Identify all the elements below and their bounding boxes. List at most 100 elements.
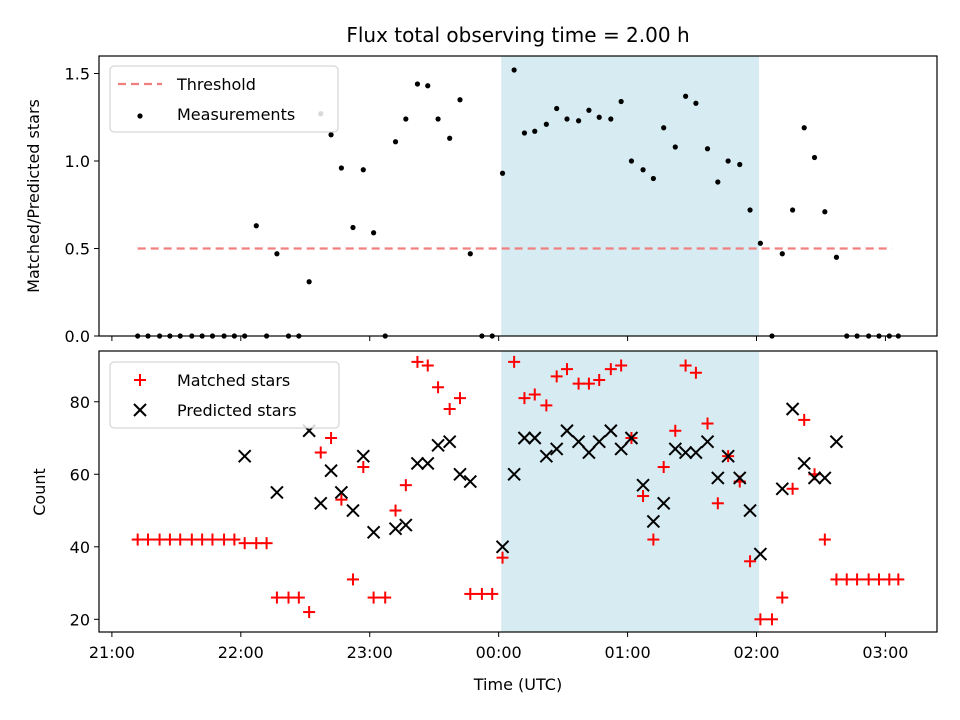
predicted-point [399,518,413,532]
bottom-panel: 20 40 60 80 21:00 22:00 23:00 00:00 01:00 02:00 03… [30,350,938,694]
measurement-point [392,139,399,145]
predicted-point [785,402,800,416]
measurement-point [414,81,421,87]
matched-point [185,533,198,546]
measurement-point [683,93,689,99]
matched-point [206,533,219,546]
measurement-point [306,279,312,285]
matched-point [679,359,692,372]
predicted-point [507,467,521,481]
predicted-point [453,467,467,481]
matched-point [754,613,767,626]
measurement-point [693,100,699,106]
measurement-point [350,224,356,231]
bottom-legend-box [109,361,340,429]
legend-matched-swatch [134,374,146,386]
predicted-point [356,449,370,463]
matched-point [486,587,499,600]
predicted-point [270,485,284,500]
predicted-point [463,474,478,489]
measurement-point [328,132,334,138]
measurement-point [822,209,828,215]
matched-point [196,533,209,546]
measurement-point [543,121,549,127]
measurement-point [640,167,646,173]
matched-point [582,377,595,390]
top-shaded-interval [501,56,760,336]
bottom-predicted-points [237,402,844,561]
top-y-tick-label: 1.0 [65,152,90,171]
predicted-point [560,424,574,438]
measurement-point [564,116,570,122]
matched-point [657,461,670,474]
measurement-point [801,125,807,131]
measurement-point [608,116,614,122]
legend-measurements-label: Measurements [177,105,295,124]
predicted-point [604,424,618,438]
predicted-point [410,456,425,471]
measurement-point [715,179,721,185]
legend-predicted-label: Predicted stars [177,401,297,420]
matched-point [818,533,831,546]
matched-point [163,533,176,546]
measurement-point [725,158,731,164]
matched-point [647,533,660,546]
matched-point [367,591,380,604]
predicted-point [571,434,586,449]
bottom-x-tick-label: 23:00 [347,643,393,662]
predicted-point [421,456,435,471]
matched-point [443,403,456,416]
matched-point [550,370,563,383]
measurement-point [596,114,602,120]
predicted-point [366,525,381,539]
predicted-point [646,514,661,529]
predicted-point [549,442,564,456]
matched-point [786,482,799,495]
measurement-point [371,230,377,236]
predicted-point [582,445,596,460]
measurement-point [511,67,517,73]
matched-point [508,355,521,368]
bottom-x-axis-label: Time (UTC) [473,675,562,694]
top-shade-rect [501,56,760,336]
measurement-point [467,251,473,257]
predicted-point [711,471,725,485]
matched-point [572,377,585,390]
measurement-point [747,207,753,213]
matched-point [421,359,434,372]
matched-point [518,392,531,405]
matched-point [840,573,853,586]
matched-point [131,533,144,546]
measurement-point [757,240,763,246]
measurement-point [360,167,366,173]
top-y-tick-label: 0.0 [65,327,90,346]
matched-point [141,533,154,546]
measurement-point [403,116,409,122]
matched-point [776,591,789,604]
predicted-point [334,485,349,500]
predicted-point [721,449,735,463]
bottom-shaded-interval [501,351,760,632]
predicted-point [818,471,832,485]
measurement-point [779,251,785,257]
bottom-y-tick-label: 20 [70,610,90,629]
matched-point [228,533,241,546]
matched-point [862,573,875,586]
matched-point [851,573,864,586]
predicted-point [528,431,542,445]
matched-point [689,366,702,379]
measurement-point [618,98,624,105]
bottom-x-tick-label: 22:00 [218,643,264,662]
top-y-tick-label: 1.5 [65,65,90,84]
matched-point [250,537,263,550]
bottom-legend: Matched stars Predicted stars [109,361,340,429]
predicted-point [388,521,403,536]
measurement-point [274,251,280,257]
predicted-point [539,449,554,463]
matched-point [669,424,682,437]
measurement-point [661,125,667,131]
predicted-point [517,431,532,445]
matched-point [540,399,553,412]
predicted-point [668,442,682,456]
